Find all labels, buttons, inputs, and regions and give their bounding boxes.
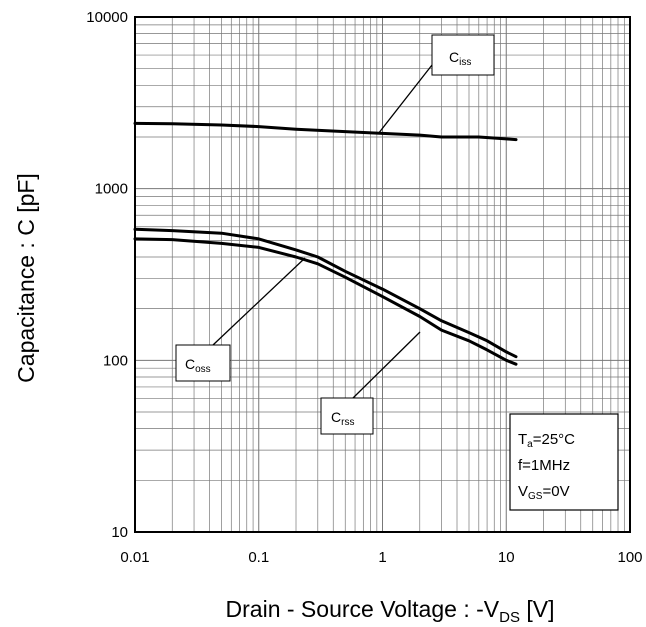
condition-vgs-sub: GS: [528, 491, 543, 502]
x-axis-title-main: Drain - Source Voltage : -V: [226, 596, 500, 622]
ciss-label-main: C: [449, 49, 459, 65]
coss-label: Coss: [185, 356, 211, 375]
ciss-callout: Ciss: [377, 34, 495, 135]
ciss-label: Ciss: [449, 49, 471, 68]
coss-label-main: C: [185, 356, 195, 372]
coss-callout: Coss: [175, 257, 306, 382]
x-tick-label: 0.01: [120, 549, 149, 566]
y-tick-label: 10000: [86, 9, 128, 26]
x-axis-title-sub: DS: [499, 609, 520, 626]
condition-vgs-value: =0V: [542, 483, 569, 500]
y-tick-label: 1000: [95, 181, 128, 198]
coss-leader-line: [212, 257, 306, 346]
x-axis-title-unit: [V]: [520, 596, 555, 622]
plot-frame: [134, 16, 631, 533]
x-tick-label: 100: [617, 549, 642, 566]
curves: [133, 121, 518, 366]
crss-label: Crss: [331, 409, 354, 428]
coss-label-sub: oss: [195, 364, 211, 375]
x-axis-title: Drain - Source Voltage : -VDS [V]: [226, 596, 555, 626]
tick-labels: 0.01 0.1 1 10 100 10 100 1000 10000: [86, 9, 642, 566]
series-line-ciss: [133, 121, 518, 142]
x-tick-label: 0.1: [248, 549, 269, 566]
crss-label-box: [320, 397, 374, 435]
coss-label-box: [175, 344, 231, 382]
condition-temperature: Ta=25°C: [518, 431, 575, 450]
condition-temperature-value: =25°C: [533, 431, 575, 448]
series-line-crss: [133, 237, 518, 366]
conditions-frame: [509, 413, 619, 511]
condition-vgs: VGS=0V: [518, 483, 570, 502]
condition-vgs-main: V: [518, 483, 528, 500]
x-tick-label: 1: [378, 549, 386, 566]
crss-label-main: C: [331, 409, 341, 425]
x-tick-label: 10: [498, 549, 515, 566]
condition-temperature-sub: a: [527, 439, 533, 450]
ciss-label-sub: iss: [459, 57, 471, 68]
crss-label-sub: rss: [341, 417, 354, 428]
ciss-leader-line: [377, 64, 433, 135]
condition-frequency: f=1MHz: [518, 457, 570, 474]
y-tick-label: 10: [111, 524, 128, 541]
condition-temperature-main: T: [518, 431, 527, 448]
crss-leader-line: [352, 331, 421, 399]
y-tick-label: 100: [103, 352, 128, 369]
y-axis-title: Capacitance : C [pF]: [13, 173, 39, 383]
crss-callout: Crss: [320, 331, 421, 435]
series-line-coss: [133, 227, 518, 359]
conditions-box: Ta=25°C f=1MHz VGS=0V: [509, 413, 619, 511]
ciss-label-box: [431, 34, 495, 76]
